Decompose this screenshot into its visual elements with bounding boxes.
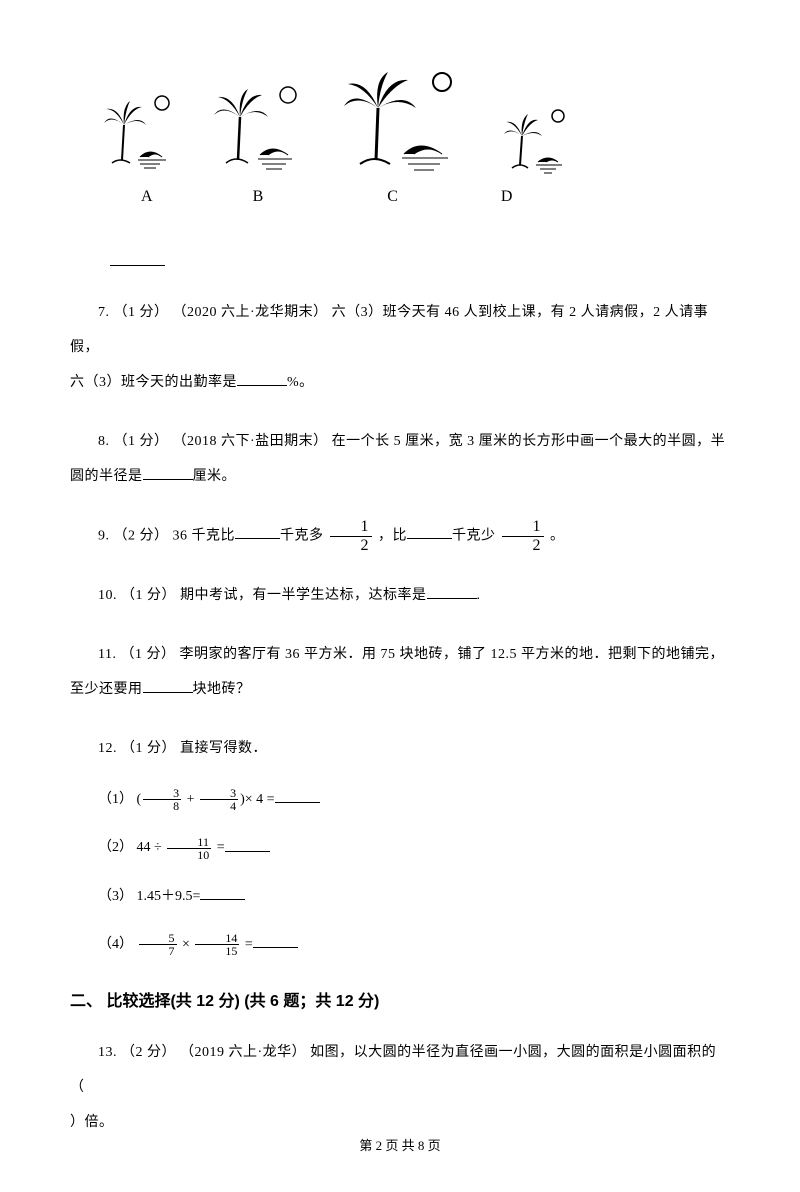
q12-sub4-blank [253, 933, 298, 948]
q7-after: %。 [287, 375, 314, 390]
q12-sub3-label: （3） [98, 889, 133, 904]
q10-after: . [477, 588, 481, 603]
page-footer: 第 2 页 共 8 页 [0, 1135, 800, 1154]
figure-labels: A B C D [100, 188, 730, 206]
palm-scene-d-icon [500, 100, 575, 180]
q12-sub1-label: （1） [98, 792, 133, 807]
q9-mid1: 千克多 [280, 528, 324, 543]
q11-line2: 至少还要用 块地砖？ [70, 672, 730, 707]
label-b: B [253, 188, 264, 206]
q12-sub2-label: （2） [98, 841, 133, 856]
q12-sub2-expr: 44 ÷ 1110 [137, 840, 214, 855]
q8-line2: 圆的半径是 厘米。 [70, 459, 730, 494]
q12-sub2: （2） 44 ÷ 1110 = [70, 834, 730, 862]
q6-answer-blank [110, 251, 165, 266]
palm-scene-b-icon [210, 75, 310, 180]
q12-sub4-label: （4） [98, 937, 133, 952]
q12-sub1-expr: (38 + 34) [137, 792, 245, 807]
label-d: D [501, 188, 513, 206]
q11-line1: 11. （1 分） 李明家的客厅有 36 平方米．用 75 块地砖，铺了 12.… [70, 637, 730, 672]
q8-line1: 8. （1 分） （2018 六下·盐田期末） 在一个长 5 厘米，宽 3 厘米… [70, 424, 730, 459]
q11-before: 至少还要用 [70, 682, 143, 697]
q8-blank [143, 465, 193, 480]
figure-a [100, 85, 180, 180]
q12-sub1-tail: × 4 = [245, 792, 275, 807]
palm-scene-c-icon [340, 60, 470, 180]
q9-mid3: 千克少 [452, 528, 496, 543]
q7-line2: 六（3）班今天的出勤率是 %。 [70, 365, 730, 400]
q10-blank [427, 584, 477, 599]
q9: 9. （2 分） 36 千克比 千克多 12 ，比 千克少 12 。 [70, 518, 730, 554]
q12-sub4-expr: 57 × 1415 [137, 937, 242, 952]
q13-line1: 13. （2 分） （2019 六上·龙华） 如图，以大圆的半径为直径画一小圆，… [70, 1035, 730, 1105]
q9-mid2: ，比 [374, 528, 407, 543]
q9-frac1: 12 [330, 518, 373, 554]
q7-line1: 7. （1 分） （2020 六上·龙华期末） 六（3）班今天有 46 人到校上… [70, 295, 730, 365]
q10: 10. （1 分） 期中考试，有一半学生达标，达标率是. [70, 578, 730, 613]
palm-scene-a-icon [100, 85, 180, 180]
q8-after: 厘米。 [193, 469, 237, 484]
q7-before: 六（3）班今天的出勤率是 [70, 375, 237, 390]
figure-row [100, 60, 730, 180]
q12-header: 12. （1 分） 直接写得数． [70, 731, 730, 766]
section-2-heading: 二、 比较选择(共 12 分) (共 6 题；共 12 分) [70, 987, 730, 1011]
q9-frac2: 12 [502, 518, 545, 554]
q11-after: 块地砖？ [193, 682, 251, 697]
q12-sub3: （3） 1.45＋9.5= [70, 883, 730, 911]
q8-before: 圆的半径是 [70, 469, 143, 484]
q9-blank2 [407, 524, 452, 539]
q12-sub3-text: 1.45＋9.5= [137, 889, 201, 904]
figure-b [210, 75, 310, 180]
label-a: A [141, 188, 153, 206]
q9-after: 。 [546, 528, 565, 543]
q9-before1: 9. （2 分） 36 千克比 [98, 528, 235, 543]
q12-sub4: （4） 57 × 1415 = [70, 931, 730, 959]
q12-sub2-eq: = [213, 841, 224, 856]
q10-before: 10. （1 分） 期中考试，有一半学生达标，达标率是 [98, 588, 427, 603]
q12-sub4-eq: = [241, 937, 252, 952]
q12-sub2-blank [225, 837, 270, 852]
label-c: C [387, 188, 398, 206]
q7-blank [237, 371, 287, 386]
q9-blank1 [235, 524, 280, 539]
q12-sub3-blank [200, 885, 245, 900]
q11-blank [143, 678, 193, 693]
q12-sub1-blank [275, 788, 320, 803]
q12-sub1: （1） (38 + 34)× 4 = [70, 786, 730, 814]
figure-c [340, 60, 470, 180]
figure-d [500, 100, 575, 180]
